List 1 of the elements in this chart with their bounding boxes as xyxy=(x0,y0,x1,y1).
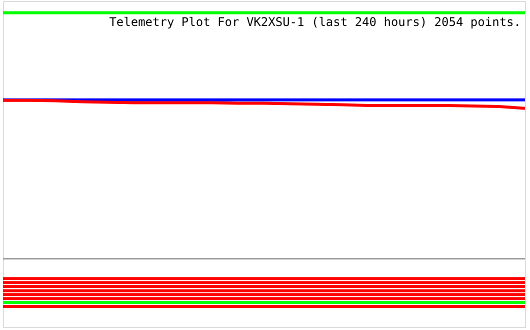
chart-title: Telemetry Plot For VK2XSU-1 (last 240 hours) 2054 points. xyxy=(109,15,521,29)
